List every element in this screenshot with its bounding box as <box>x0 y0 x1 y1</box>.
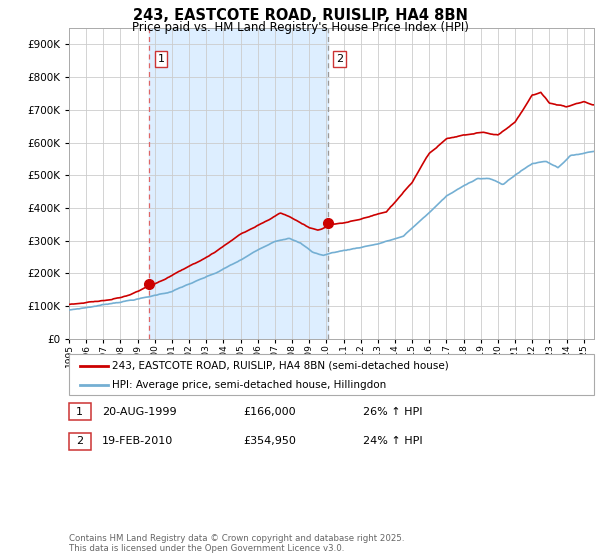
Text: Price paid vs. HM Land Registry's House Price Index (HPI): Price paid vs. HM Land Registry's House … <box>131 21 469 34</box>
Text: 1: 1 <box>76 407 83 417</box>
Text: £166,000: £166,000 <box>243 407 296 417</box>
Text: Contains HM Land Registry data © Crown copyright and database right 2025.
This d: Contains HM Land Registry data © Crown c… <box>69 534 404 553</box>
Text: 2: 2 <box>76 436 83 446</box>
Text: 26% ↑ HPI: 26% ↑ HPI <box>363 407 422 417</box>
Text: £354,950: £354,950 <box>243 436 296 446</box>
Text: 2: 2 <box>336 54 343 64</box>
Text: 19-FEB-2010: 19-FEB-2010 <box>102 436 173 446</box>
Text: 1: 1 <box>157 54 164 64</box>
Text: 243, EASTCOTE ROAD, RUISLIP, HA4 8BN (semi-detached house): 243, EASTCOTE ROAD, RUISLIP, HA4 8BN (se… <box>112 361 449 371</box>
Text: 243, EASTCOTE ROAD, RUISLIP, HA4 8BN: 243, EASTCOTE ROAD, RUISLIP, HA4 8BN <box>133 8 467 24</box>
Text: 20-AUG-1999: 20-AUG-1999 <box>102 407 176 417</box>
Bar <box>149 28 328 339</box>
Text: HPI: Average price, semi-detached house, Hillingdon: HPI: Average price, semi-detached house,… <box>112 380 386 390</box>
Text: 24% ↑ HPI: 24% ↑ HPI <box>363 436 422 446</box>
